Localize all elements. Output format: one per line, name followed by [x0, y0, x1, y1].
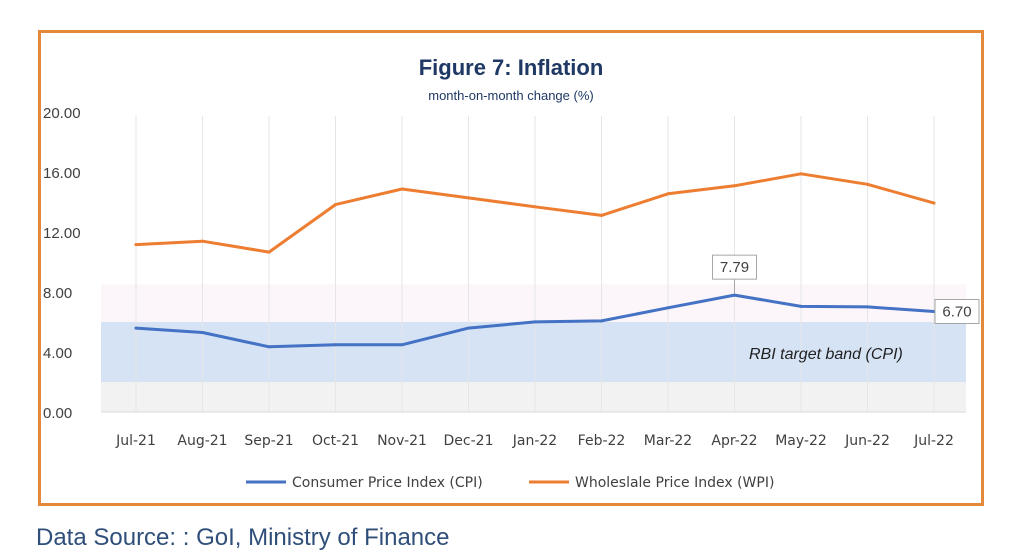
- cpi-point: [201, 331, 204, 334]
- cpi-point: [267, 345, 271, 349]
- wpi-point: [267, 250, 271, 254]
- rbi-target-band: [101, 322, 966, 382]
- y-tick-label: 8.00: [43, 285, 72, 302]
- wpi-point: [334, 203, 337, 207]
- wpi-point: [201, 239, 204, 243]
- y-tick-label: 0.00: [43, 405, 72, 422]
- band-label: RBI target band (CPI): [749, 346, 903, 363]
- x-tick-label: Feb-22: [578, 433, 626, 449]
- cpi-point: [467, 326, 470, 330]
- data-label: 7.79: [720, 259, 749, 276]
- x-tick-label: Jul-21: [115, 433, 156, 449]
- x-tick-label: Nov-21: [377, 433, 427, 449]
- y-tick-label: 4.00: [43, 345, 72, 362]
- x-tick-label: Mar-22: [644, 433, 692, 449]
- wpi-point: [666, 192, 670, 196]
- wpi-point: [932, 201, 936, 205]
- cpi-point: [134, 326, 138, 330]
- wpi-point: [134, 243, 138, 247]
- legend-label: Wholeslale Price Index (WPI): [575, 475, 774, 491]
- cpi-point: [666, 306, 670, 310]
- y-tick-label: 12.00: [43, 225, 81, 242]
- annotation-box: [712, 254, 757, 280]
- y-tick-label: 16.00: [43, 165, 81, 182]
- x-tick-label: Dec-21: [444, 433, 494, 449]
- cpi-point: [866, 305, 869, 309]
- x-tick-label: Sep-21: [244, 433, 293, 449]
- wpi-point: [400, 187, 404, 191]
- wpi-point: [467, 196, 470, 200]
- cpi-point: [533, 320, 537, 324]
- x-tick-label: Jul-22: [913, 433, 954, 449]
- cpi-point: [799, 304, 803, 308]
- cpi-point: [334, 343, 337, 347]
- plot-upper-wash: [101, 284, 966, 322]
- chart-title: Figure 7: Inflation: [419, 55, 604, 80]
- x-tick-label: May-22: [775, 433, 827, 449]
- y-tick-label: 20.00: [43, 105, 81, 122]
- x-tick-label: Apr-22: [711, 433, 757, 449]
- wpi-point: [866, 182, 869, 186]
- x-tick-label: Aug-21: [177, 433, 227, 449]
- wpi-point: [799, 172, 803, 176]
- chart-frame: Figure 7: Inflation month-on-month change…: [38, 30, 984, 506]
- annotation-box: [934, 299, 980, 324]
- x-tick-label: Oct-21: [312, 433, 359, 449]
- cpi-point: [733, 293, 736, 297]
- chart-subtitle: month-on-month change (%): [428, 88, 593, 103]
- cpi-point: [400, 343, 404, 347]
- wpi-point: [733, 184, 736, 188]
- inflation-chart: Figure 7: Inflation month-on-month change…: [43, 55, 980, 491]
- plot-lower-band: [101, 382, 966, 412]
- wpi-point: [533, 205, 537, 209]
- data-source-note: Data Source: : GoI, Ministry of Finance: [36, 524, 450, 551]
- cpi-point: [600, 319, 603, 323]
- data-label: 6.70: [942, 304, 971, 321]
- x-tick-label: Jun-22: [844, 433, 890, 449]
- wpi-point: [600, 213, 603, 217]
- legend-label: Consumer Price Index (CPI): [292, 475, 483, 491]
- x-tick-label: Jan-22: [512, 433, 557, 449]
